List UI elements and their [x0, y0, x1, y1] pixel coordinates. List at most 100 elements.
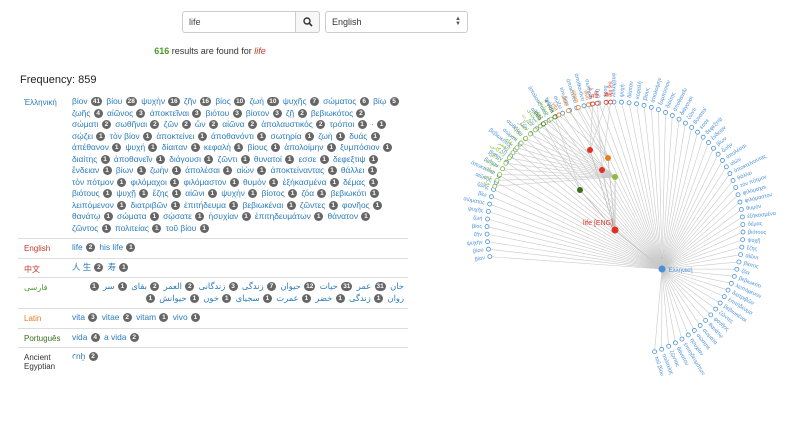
translation-word-text[interactable]: a vida — [104, 331, 127, 342]
tree-leaf-node[interactable] — [485, 216, 490, 222]
tree-leaf-node[interactable] — [737, 199, 743, 205]
translation-word[interactable]: σῴζει 1 — [72, 131, 107, 141]
tree-leaf-node[interactable] — [700, 134, 706, 140]
translation-word[interactable]: διαίτης 1 — [72, 154, 112, 164]
translation-word[interactable]: خون 1 — [189, 293, 219, 303]
tree-leaf-node[interactable] — [738, 252, 744, 257]
translation-word[interactable]: ἀποκτείνει 1 — [156, 131, 208, 141]
translation-word[interactable]: ζωὴ 1 — [318, 131, 347, 141]
tree-leaf-node[interactable] — [679, 336, 685, 342]
translation-word[interactable]: διάγουσι 1 — [169, 154, 215, 164]
tree-leaf-node[interactable] — [608, 99, 613, 105]
translation-word-text[interactable]: جان — [390, 281, 404, 291]
translation-word[interactable]: βεβιωκότι 1 — [331, 188, 381, 198]
translation-word[interactable]: حيات 12 — [303, 281, 338, 291]
translation-word-text[interactable]: φιλόμαστον — [183, 176, 227, 187]
tree-leaf-label[interactable]: βίου — [473, 247, 484, 254]
translation-word[interactable]: ζῶντες 1 — [300, 200, 340, 210]
translation-word-text[interactable]: βίος — [215, 96, 231, 106]
translation-word-text[interactable]: τὸν πότμον — [72, 176, 114, 187]
tree-leaf-label[interactable]: βίῳ — [477, 191, 488, 199]
tree-leaf-label[interactable]: δυάς — [602, 85, 610, 98]
translation-word-text[interactable]: εσσε — [298, 153, 317, 164]
translation-word-text[interactable]: ζῶντες — [299, 199, 326, 210]
translation-word[interactable]: بقای 1 — [117, 281, 147, 291]
tree-leaf-label[interactable]: ὤν — [527, 118, 536, 127]
translation-word-text[interactable]: عمر — [356, 281, 372, 291]
translation-word-text[interactable]: διατριβῶν — [130, 199, 168, 210]
translation-word-text[interactable]: βίοτον — [245, 107, 270, 118]
translation-word[interactable]: αἰών 1 — [237, 165, 269, 175]
translation-word[interactable]: ἐξήκασμένα 1 — [283, 177, 341, 187]
translation-word-text[interactable]: خضر — [315, 292, 333, 303]
tree-leaf-label[interactable]: ζωὴ — [594, 88, 602, 98]
tree-leaf-node[interactable] — [581, 103, 587, 109]
translation-word-text[interactable]: روان — [387, 292, 404, 303]
tree-leaf-node[interactable] — [734, 266, 740, 272]
tree-leaf-node[interactable] — [733, 185, 739, 190]
tree-leaf-label[interactable]: ἐξήκασμένα — [747, 210, 777, 220]
translation-word[interactable]: ἐπιτηδευμάτων 1 — [255, 211, 325, 221]
tree-leaf-node[interactable] — [626, 100, 632, 106]
translation-word-text[interactable]: ἀπολέσαι — [185, 165, 220, 175]
translation-word[interactable]: τρόποι 1 — [329, 119, 368, 129]
translation-word-text[interactable]: ψυχὴν — [141, 96, 166, 106]
translation-word-text[interactable]: ζόα — [301, 188, 315, 198]
translation-word-text[interactable]: خون — [203, 292, 219, 303]
translation-word[interactable]: δυάς 1 — [349, 131, 381, 141]
translation-word[interactable]: σώματι 2 — [72, 119, 113, 129]
translation-word-text[interactable]: διαίτης — [72, 153, 98, 164]
translation-word[interactable]: θάλλει 1 — [341, 165, 379, 175]
translation-word[interactable]: ὤν 2 — [195, 119, 220, 129]
tree-leaf-node[interactable] — [685, 332, 691, 338]
tree-leaf-node[interactable] — [663, 109, 668, 115]
translation-word[interactable]: σωτηρία 1 — [271, 131, 316, 141]
tree-leaf-label[interactable]: ζόα — [741, 267, 752, 276]
tree-leaf-node[interactable] — [560, 110, 566, 116]
translation-word-text[interactable]: ζῆν — [183, 96, 197, 106]
tree-leaf-label[interactable]: vitae — [559, 94, 569, 107]
translation-word-text[interactable]: θυμὸν — [243, 176, 266, 187]
tree-leaf-label[interactable]: βίον — [474, 255, 485, 263]
tree-leaf-node[interactable] — [641, 102, 647, 108]
translation-word-text[interactable]: vida — [72, 331, 88, 342]
translation-word[interactable]: δεφεξτιψ 1 — [333, 154, 380, 164]
tree-leaf-node[interactable] — [713, 306, 719, 312]
translation-word-text[interactable]: σώματι — [72, 119, 99, 129]
tree-leaf-node[interactable] — [556, 112, 562, 118]
translation-word[interactable]: ἀπολέσαι 1 — [185, 165, 234, 175]
tree-leaf-label[interactable]: his life — [606, 81, 613, 97]
translation-word-text[interactable]: σῴσατε — [163, 211, 192, 221]
tree-leaf-label[interactable]: θυμὸν — [746, 203, 762, 212]
translation-word[interactable]: العمر 2 — [149, 281, 182, 291]
translation-word[interactable]: life 2 — [72, 242, 97, 252]
tree-leaf-label[interactable]: αἰῶνι — [745, 252, 760, 261]
tree-leaf-node[interactable] — [740, 229, 746, 235]
translation-word[interactable]: · 1 — [371, 119, 388, 129]
translation-word[interactable]: 人 生 2 — [72, 262, 105, 272]
tree-leaf-node[interactable] — [489, 194, 494, 200]
translation-word-text[interactable]: βεβιωκότος — [310, 107, 354, 118]
tree-leaf-node[interactable] — [669, 113, 675, 118]
tree-leaf-node[interactable] — [691, 328, 697, 333]
tree-leaf-label[interactable]: βίοτος — [743, 261, 760, 271]
tree-leaf-node[interactable] — [634, 101, 639, 107]
tree-leaf-node[interactable] — [717, 300, 723, 306]
tree-leaf-node[interactable] — [500, 166, 505, 172]
translation-word[interactable]: σωθῆναι 2 — [115, 119, 161, 129]
translation-word-text[interactable]: · — [370, 119, 374, 129]
translation-word[interactable]: ψυχή 1 — [126, 142, 160, 152]
translation-word[interactable]: ἔζης 1 — [153, 188, 183, 198]
translation-word[interactable]: ζῶντος 1 — [72, 223, 113, 233]
language-select[interactable]: English ▲ ▼ — [325, 11, 468, 33]
translation-word[interactable]: ζωῆς 4 — [72, 108, 105, 118]
translation-word-text[interactable]: βίον — [72, 96, 88, 106]
translation-word[interactable]: ἔνδειαν 1 — [72, 165, 114, 175]
translation-word[interactable]: حیوانش 1 — [145, 293, 187, 303]
tree-leaf-label[interactable]: ζῇ — [500, 148, 508, 156]
translation-word-text[interactable]: τρόποι — [329, 119, 355, 129]
translation-word[interactable]: 寿 1 — [108, 262, 131, 272]
translation-word-text[interactable]: ἀποκτείνει — [156, 130, 195, 141]
tree-leaf-label[interactable]: vita — [550, 102, 560, 113]
translation-word-text[interactable]: ζῶντι — [217, 153, 238, 164]
